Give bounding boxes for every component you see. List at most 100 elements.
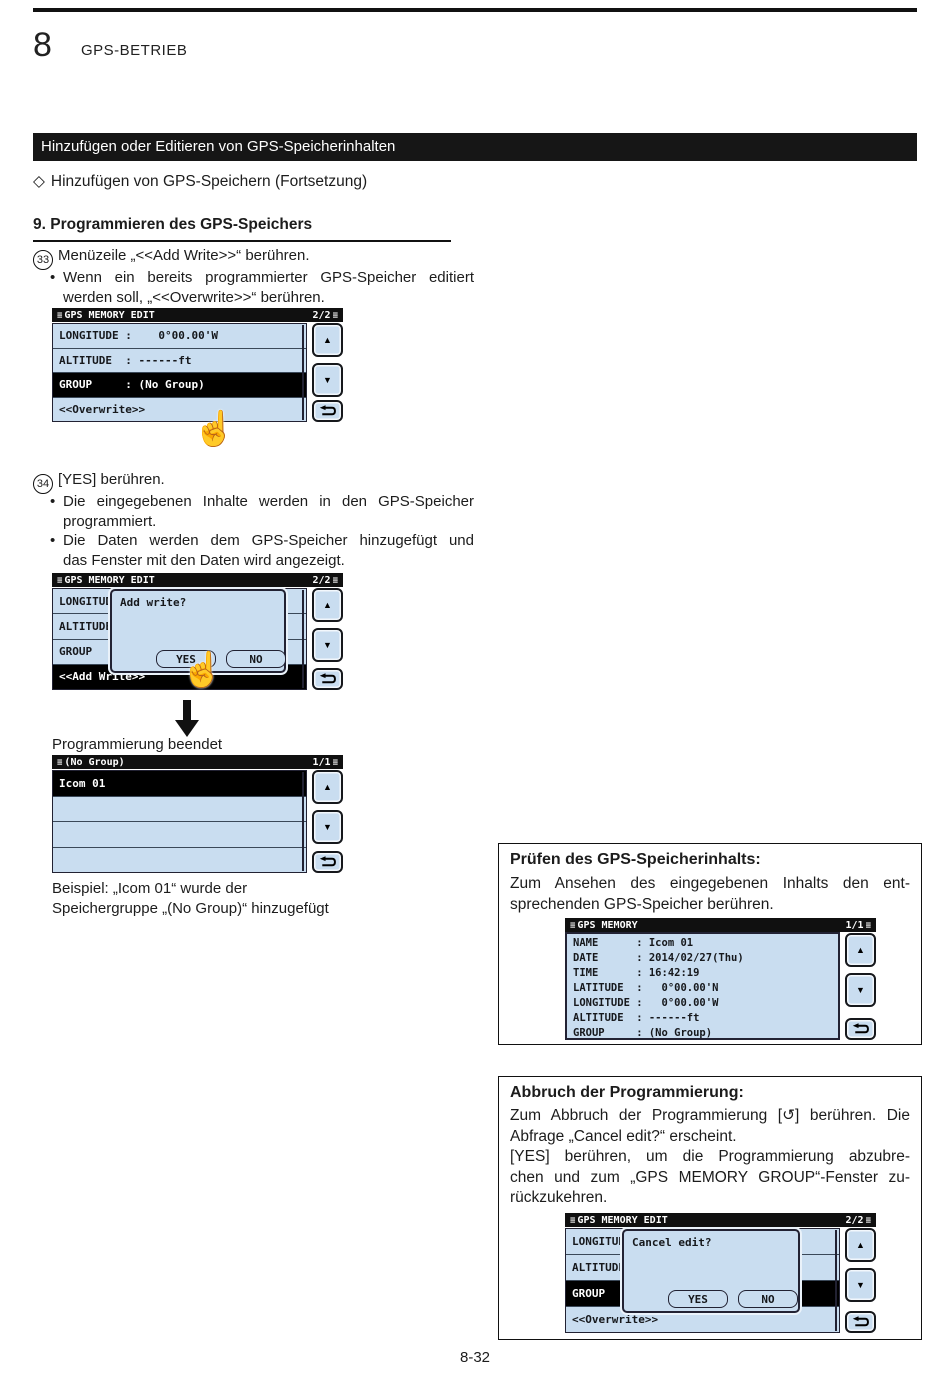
lcd-title-text: GPS MEMORY EDIT	[64, 574, 155, 586]
lcd-screen-edit-overwrite: ≡ GPS MEMORY EDIT 2/2 ≡ LONGITUDE : 0°00.0…	[52, 308, 343, 422]
lcd-screen-group-list: ≡ (No Group) 1/1 ≡ Icom 01 ▲ ▼	[52, 755, 343, 873]
menu-lines-icon: ≡	[865, 1215, 871, 1226]
scroll-down-button[interactable]: ▼	[312, 810, 343, 844]
lcd-title-bar: ≡ GPS MEMORY EDIT 2/2 ≡	[52, 308, 343, 322]
bullet-line: Die Daten werden dem GPS-Speicher hinzug…	[63, 532, 474, 549]
step-34-bullets: Die eingegebenen Inhalte werden in den G…	[50, 492, 474, 570]
detail-altitude: ALTITUDE : ------ft	[573, 1012, 700, 1024]
menu-row-overwrite[interactable]: <<Overwrite>>	[53, 397, 306, 421]
infobox-line: [YES] berühren, um die Programmierung ab…	[510, 1148, 910, 1165]
flow-down-arrow	[175, 700, 199, 737]
top-rule	[33, 8, 917, 12]
detail-latitude: LATITUDE : 0°00.00'N	[573, 982, 719, 994]
bullet-line: das Fenster mit den Daten wird angezeigt…	[63, 551, 345, 569]
lcd-screen-cancel-edit: ≡GPS MEMORY EDIT 2/2≡ LONGITUDE : 0°00.0…	[565, 1213, 876, 1333]
add-write-dialog: Add write? YES NO	[110, 589, 286, 673]
menu-row-altitude[interactable]: ALTITUDE : ------ft	[53, 348, 306, 373]
step-34-text: [YES] berühren.	[58, 471, 165, 488]
menu-lines-icon: ≡	[57, 757, 63, 768]
scroll-down-button[interactable]: ▼	[312, 363, 343, 397]
step-34: 34 [YES] berühren.	[33, 471, 165, 494]
lcd-title-text: (No Group)	[64, 756, 125, 768]
dialog-message: Cancel edit?	[632, 1236, 712, 1249]
detail-longitude: LONGITUDE : 0°00.00'W	[573, 997, 719, 1009]
return-button[interactable]	[312, 400, 343, 422]
procedure-title: 9. Programmieren des GPS-Speichers	[33, 216, 451, 242]
lcd-page-indicator: 2/2	[845, 1214, 864, 1226]
return-icon	[852, 1023, 869, 1034]
detail-time: TIME : 16:42:19	[573, 967, 700, 979]
return-button[interactable]	[312, 668, 343, 690]
scroll-up-button[interactable]: ▲	[845, 1228, 876, 1262]
yes-button[interactable]: YES	[156, 650, 216, 668]
lcd-title-bar: ≡ GPS MEMORY 1/1 ≡	[565, 918, 876, 932]
cancel-edit-dialog: Cancel edit? YES NO	[622, 1229, 800, 1313]
touch-hand-icon: ☝	[181, 651, 224, 689]
lcd-memory-list: Icom 01	[52, 770, 307, 873]
memory-row-empty[interactable]	[53, 847, 306, 872]
scroll-up-button[interactable]: ▲	[312, 770, 343, 804]
yes-button[interactable]: YES	[668, 1290, 728, 1308]
return-icon	[319, 856, 336, 867]
infobox-line: chen und zum „GPS MEMORY GROUP“-Fenster …	[510, 1168, 910, 1186]
step-number-badge: 33	[33, 250, 53, 270]
menu-lines-icon: ≡	[332, 575, 338, 586]
lcd-screen-gps-memory: ≡ GPS MEMORY 1/1 ≡ NAME : Icom 01 DATE : 2…	[565, 918, 876, 1040]
infobox-line: Zum Ansehen des eingegebenen Inhalts den…	[510, 875, 910, 892]
lcd-title-text: GPS MEMORY	[577, 919, 638, 931]
chapter-title: GPS-BETRIEB	[81, 42, 188, 59]
menu-lines-icon: ≡	[865, 920, 871, 931]
menu-lines-icon: ≡	[570, 920, 576, 931]
menu-lines-icon: ≡	[57, 310, 63, 321]
menu-lines-icon: ≡	[57, 575, 63, 586]
detail-date: DATE : 2014/02/27(Thu)	[573, 952, 744, 964]
lcd-button-column: ▲ ▼	[312, 588, 343, 690]
lcd-menu-list: LONGITUDE : 0°00.00'W ALTITUDE : ------f…	[52, 323, 307, 422]
lcd-title-bar: ≡ GPS MEMORY EDIT 2/2 ≡	[52, 573, 343, 587]
lcd-page-indicator: 1/1	[845, 919, 864, 931]
menu-row-group[interactable]: GROUP : (No Group)	[53, 373, 306, 398]
infobox-title: Prüfen des GPS-Speicherinhalts:	[510, 851, 761, 868]
scroll-down-button[interactable]: ▼	[312, 628, 343, 662]
return-button[interactable]	[312, 851, 343, 873]
lcd-button-column: ▲ ▼	[312, 323, 343, 422]
menu-row-longitude[interactable]: LONGITUDE : 0°00.00'W	[53, 324, 306, 349]
result-label: Programmierung beendet	[52, 736, 223, 753]
no-button[interactable]: NO	[738, 1290, 798, 1308]
no-button[interactable]: NO	[226, 650, 286, 668]
scroll-up-button[interactable]: ▲	[845, 933, 876, 967]
step-33-bullets: Wenn ein bereits programmierter GPS-Spei…	[50, 268, 474, 307]
infobox-line: sprechenden GPS-Speicher berühren.	[510, 895, 774, 913]
return-icon	[319, 405, 336, 416]
bullet-line: programmiert.	[63, 512, 157, 530]
scroll-up-button[interactable]: ▲	[312, 588, 343, 622]
bullet-line: werden soll, „<<Overwrite>>“ berühren.	[63, 288, 325, 306]
section-banner: Hinzufügen oder Editieren von GPS-Speich…	[33, 133, 917, 161]
diamond-icon: ◇	[33, 173, 45, 190]
menu-lines-icon: ≡	[570, 1215, 576, 1226]
lcd-title-text: GPS MEMORY EDIT	[577, 1214, 668, 1226]
scroll-up-button[interactable]: ▲	[312, 323, 343, 357]
example-caption: Beispiel: „Icom 01“ wurde der Speichergr…	[52, 880, 329, 917]
scroll-down-button[interactable]: ▼	[845, 1268, 876, 1302]
return-button[interactable]	[845, 1311, 876, 1333]
subheading-text: Hinzufügen von GPS-Speichern (Fortsetzun…	[50, 173, 368, 190]
memory-row-empty[interactable]	[53, 796, 306, 822]
menu-lines-icon: ≡	[332, 757, 338, 768]
lcd-page-indicator: 2/2	[312, 574, 331, 586]
infobox-title: Abbruch der Programmierung:	[510, 1084, 744, 1101]
bullet-line: Wenn ein bereits programmierter GPS-Spei…	[63, 269, 474, 286]
dialog-message: Add write?	[120, 596, 187, 609]
scroll-down-button[interactable]: ▼	[845, 973, 876, 1007]
infobox-line: rückzukehren.	[510, 1189, 608, 1206]
lcd-button-column: ▲ ▼	[845, 1228, 876, 1333]
menu-lines-icon: ≡	[332, 310, 338, 321]
memory-row-icom01[interactable]: Icom 01	[53, 771, 306, 797]
bullet-line: Die eingegebenen Inhalte werden in den G…	[63, 493, 474, 510]
infobox-line: Zum Abbruch der Programmierung [↺] berüh…	[510, 1107, 910, 1124]
step-number-badge: 34	[33, 474, 53, 494]
lcd-screen-add-write: ≡GPS MEMORY EDIT 2/2≡ LONGITUDE : 0°00.0…	[52, 573, 343, 690]
memory-row-empty[interactable]	[53, 822, 306, 848]
return-button[interactable]	[845, 1018, 876, 1040]
lcd-button-column: ▲ ▼	[845, 933, 876, 1040]
